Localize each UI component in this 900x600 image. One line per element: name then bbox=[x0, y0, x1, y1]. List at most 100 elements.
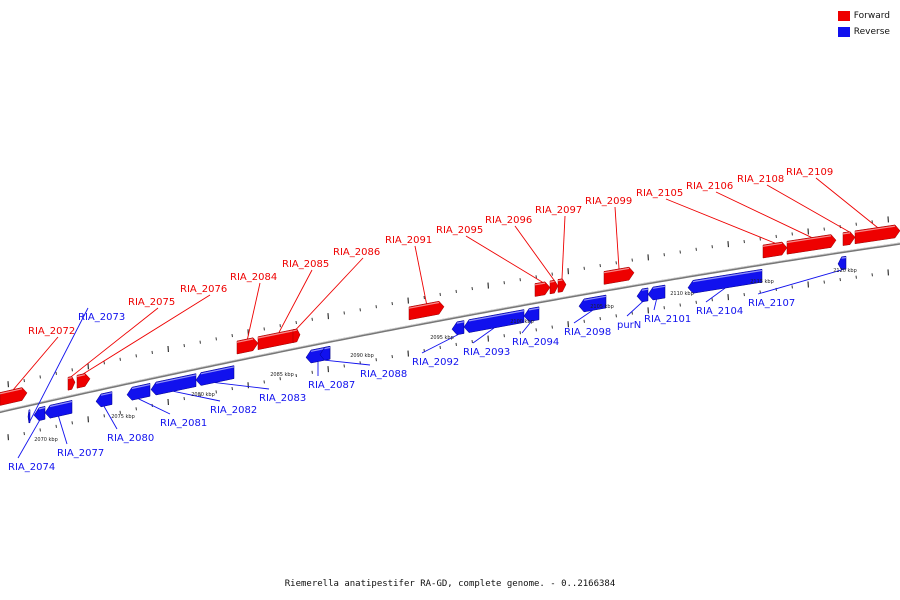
gene-label-RIA_2088: RIA_2088 bbox=[360, 369, 407, 380]
gene-label-RIA_2107: RIA_2107 bbox=[748, 298, 795, 309]
leader-line-RIA_2073 bbox=[28, 307, 89, 424]
gene-label-RIA_2106: RIA_2106 bbox=[686, 181, 733, 192]
gene-label-RIA_2104: RIA_2104 bbox=[696, 306, 743, 317]
gene-arrow-RIA_2095 bbox=[534, 281, 551, 297]
gene-label-RIA_2099: RIA_2099 bbox=[585, 196, 632, 207]
gene-arrow-RIA_2075 bbox=[67, 376, 76, 391]
leader-line-RIA_2082 bbox=[173, 390, 221, 402]
gene-label-RIA_2095: RIA_2095 bbox=[436, 225, 483, 236]
leader-line-RIA_2104 bbox=[705, 287, 726, 303]
reverse-swatch bbox=[837, 26, 850, 37]
leader-line-RIA_2109 bbox=[815, 177, 878, 228]
genome-backbone bbox=[0, 242, 900, 414]
leader-line-RIA_2093 bbox=[472, 327, 495, 344]
leader-line-RIA_2106 bbox=[715, 191, 812, 238]
leader-line-RIA_2086 bbox=[296, 257, 364, 330]
leader-line-RIA_2085 bbox=[278, 269, 313, 333]
gene-label-RIA_2073: RIA_2073 bbox=[78, 312, 125, 323]
gene-highlight bbox=[762, 242, 783, 247]
scale-label: 2070 kbp bbox=[34, 437, 58, 443]
gene-highlight bbox=[583, 295, 607, 301]
scale-label: 2085 kbp bbox=[270, 372, 294, 378]
gene-label-RIA_2086: RIA_2086 bbox=[333, 247, 380, 258]
gene-label-RIA_2109: RIA_2109 bbox=[786, 167, 833, 178]
gene-arrow-RIA_2108 bbox=[842, 231, 856, 246]
gene-highlight bbox=[786, 235, 832, 244]
gene-label-RIA_2072: RIA_2072 bbox=[28, 326, 75, 337]
gene-arrow-RIA_2080 bbox=[95, 391, 113, 408]
leader-line-RIA_2097 bbox=[561, 215, 566, 279]
gene-arrow-RIA_2076 bbox=[76, 373, 91, 389]
leader-line-RIA_2105 bbox=[665, 198, 776, 244]
gene-arrow-RIA_2104 bbox=[687, 268, 763, 294]
gene-arrow-RIA_2086 bbox=[292, 328, 301, 343]
gene-highlight bbox=[534, 282, 546, 286]
genome-backbone-highlight bbox=[0, 242, 900, 412]
gene-highlight bbox=[557, 279, 563, 282]
gene-arrow-RIA_2083 bbox=[195, 365, 235, 386]
scale-label: 2120 kbp bbox=[833, 268, 857, 274]
gene-arrow-RIA_2091 bbox=[408, 300, 445, 321]
gene-arrow-RIA_2082 bbox=[150, 373, 197, 396]
leader-line-RIA_2077 bbox=[58, 416, 68, 445]
gene-arrow-RIA_2096 bbox=[549, 279, 559, 295]
gene-arrow-RIA_2105 bbox=[762, 241, 788, 259]
leader-line-RIA_2107 bbox=[757, 269, 843, 295]
gene-label-RIA_2096: RIA_2096 bbox=[485, 215, 532, 226]
legend-item-reverse: Reverse bbox=[837, 24, 890, 39]
gene-arrow-RIA_2077 bbox=[44, 399, 73, 419]
leader-line-RIA_2074 bbox=[17, 420, 40, 459]
leader-line-RIA_2088 bbox=[324, 359, 371, 366]
legend-item-forward: Forward bbox=[837, 8, 890, 23]
gene-label-RIA_2098: RIA_2098 bbox=[564, 327, 611, 338]
leader-line-RIA_2098 bbox=[573, 310, 593, 324]
scale-label: 2115 kbp bbox=[750, 279, 774, 285]
gene-highlight bbox=[528, 307, 540, 311]
leader-line-RIA_2108 bbox=[766, 184, 850, 233]
gene-highlight bbox=[0, 388, 23, 395]
gene-highlight bbox=[854, 225, 896, 233]
gene-highlight bbox=[155, 374, 197, 384]
gene-highlight bbox=[841, 256, 847, 259]
gene-arrow-purN bbox=[636, 287, 649, 303]
leader-line-RIA_2096 bbox=[514, 225, 555, 281]
scale-label: 2105 kbp bbox=[590, 304, 614, 310]
gene-highlight bbox=[200, 366, 235, 375]
scale-label: 2080 kbp bbox=[191, 392, 215, 398]
leader-line-RIA_2094 bbox=[521, 320, 532, 334]
gene-features bbox=[0, 224, 900, 424]
gene-highlight bbox=[842, 232, 851, 235]
leader-line-RIA_2076 bbox=[83, 294, 211, 375]
gene-highlight bbox=[692, 269, 763, 283]
legend: Forward Reverse bbox=[837, 8, 890, 40]
gene-label-RIA_2082: RIA_2082 bbox=[210, 405, 257, 416]
leader-line-RIA_2072 bbox=[13, 336, 59, 390]
gene-label-RIA_2093: RIA_2093 bbox=[463, 347, 510, 358]
gene-arrow-RIA_2073 bbox=[27, 409, 31, 424]
gene-highlight bbox=[468, 310, 525, 322]
gene-label-RIA_2080: RIA_2080 bbox=[107, 433, 154, 444]
gene-highlight bbox=[49, 401, 73, 408]
gene-label-RIA_2092: RIA_2092 bbox=[412, 357, 459, 368]
gene-label-RIA_2087: RIA_2087 bbox=[308, 380, 355, 391]
legend-label-reverse: Reverse bbox=[853, 26, 890, 37]
leader-line-RIA_2084 bbox=[247, 282, 261, 339]
gene-label-RIA_2083: RIA_2083 bbox=[259, 393, 306, 404]
gene-arrow-RIA_2081 bbox=[126, 382, 151, 401]
scale-label: 2090 kbp bbox=[350, 353, 374, 359]
forward-swatch bbox=[837, 10, 850, 21]
gene-arrow-RIA_2094 bbox=[523, 306, 540, 322]
gene-highlight bbox=[236, 338, 254, 343]
gene-label-RIA_2074: RIA_2074 bbox=[8, 462, 55, 473]
leader-line-RIA_2099 bbox=[614, 206, 620, 269]
gene-label-RIA_2085: RIA_2085 bbox=[282, 259, 329, 270]
gene-arrow-RIA_2092 bbox=[451, 320, 465, 336]
gene-label-RIA_2077: RIA_2077 bbox=[57, 448, 104, 459]
gene-highlight bbox=[131, 384, 151, 390]
gene-highlight bbox=[324, 346, 331, 350]
gene-highlight bbox=[67, 377, 72, 380]
genome-caption: Riemerella anatipestifer RA-GD, complete… bbox=[284, 579, 616, 589]
leader-line-RIA_2091 bbox=[414, 245, 427, 304]
